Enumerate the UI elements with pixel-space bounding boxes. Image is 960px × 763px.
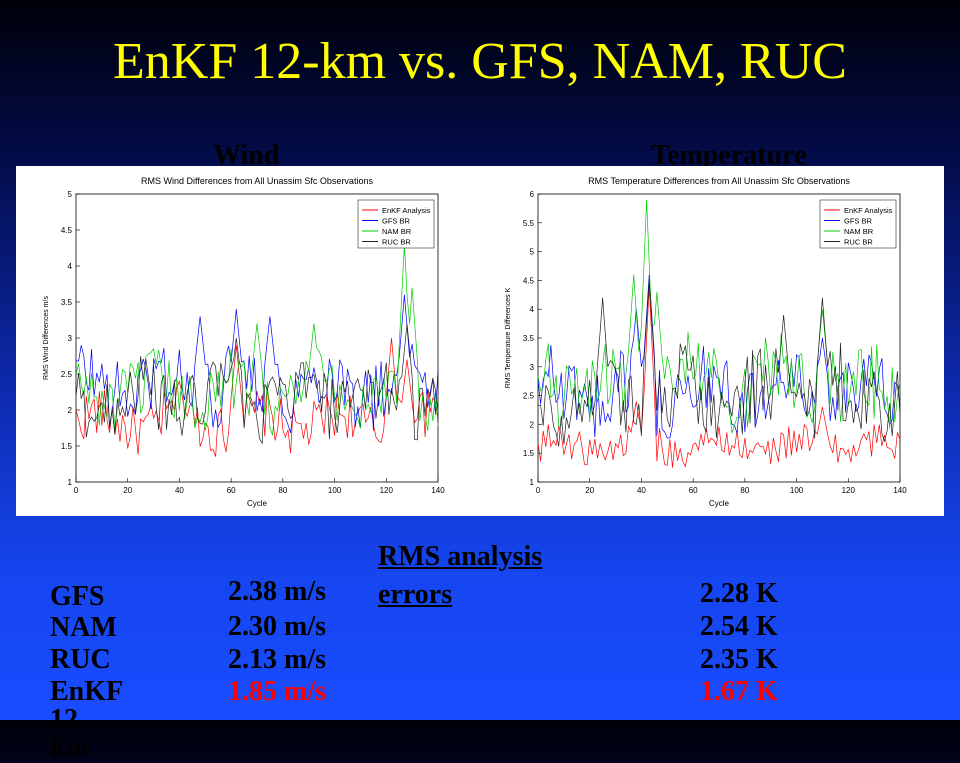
wind-ytick-label: 1.5 (61, 442, 73, 451)
temp-legend-label: GFS BR (844, 217, 873, 226)
temp-xtick-label: 40 (637, 486, 646, 495)
temp-series-enkf-analysis (537, 286, 901, 468)
wind-xtick-label: 40 (175, 486, 184, 495)
row-temp-ruc: 2.35 K (700, 644, 778, 675)
wind-ytick-label: 4.5 (61, 226, 73, 235)
temp-series-ruc-br (537, 280, 901, 447)
temp-xtick-label: 60 (689, 486, 698, 495)
wind-legend-label: RUC BR (382, 238, 411, 247)
temp-ytick-label: 4 (530, 305, 535, 314)
temp-ytick-label: 2 (530, 420, 535, 429)
temp-ytick-label: 2.5 (523, 392, 535, 401)
wind-ytick-label: 2 (68, 406, 73, 415)
row-model-enkf: EnKF 12-km (50, 676, 123, 763)
temp-ytick-label: 3.5 (523, 334, 535, 343)
temp-xtick-label: 140 (893, 486, 907, 495)
temp-legend-label: NAM BR (844, 227, 874, 236)
temp-ytick-label: 5 (530, 248, 535, 257)
wind-series-ruc-br (75, 323, 439, 445)
wind-panel-label: Wind (213, 140, 280, 171)
row-wind-ruc: 2.13 m/s (228, 644, 326, 675)
row-model-nam: NAM (50, 612, 117, 643)
temp-xtick-label: 120 (842, 486, 856, 495)
temp-series-nam-br (537, 199, 901, 434)
temp-legend-label: RUC BR (844, 238, 873, 247)
wind-ytick-label: 4 (68, 262, 73, 271)
wind-ytick-label: 3 (68, 334, 73, 343)
temp-xtick-label: 20 (585, 486, 594, 495)
wind-legend-box (357, 199, 435, 249)
rms-heading: RMS analysis errors (378, 541, 543, 610)
temp-ylabel: RMS Temperature Differences K (505, 287, 512, 388)
wind-legend-label: GFS BR (382, 217, 411, 226)
row-temp-gfs: 2.28 K (700, 578, 778, 609)
plot-area: 0 20 40 60 80 100 120 140 1 1.5 2 2.5 3 3.5 4 4.5 5 RMS W… (16, 166, 944, 516)
wind-xtick-label: 0 (74, 486, 79, 495)
wind-legend-label: EnKF Analysis (382, 206, 431, 215)
temp-chart-title: RMS Temperature Differences from All Una… (588, 176, 850, 186)
wind-ytick-label: 1 (68, 478, 73, 487)
temp-xlabel: Cycle (709, 499, 730, 508)
wind-series-enkf-analysis (75, 337, 439, 457)
temp-ytick-label: 4.5 (523, 276, 535, 285)
row-temp-enkf: 1.67 K (700, 676, 778, 707)
wind-series-gfs-br (75, 294, 439, 434)
wind-ytick-label: 3.5 (61, 298, 73, 307)
wind-ytick-label: 2.5 (61, 370, 73, 379)
wind-xtick-label: 20 (123, 486, 132, 495)
row-wind-nam: 2.30 m/s (228, 611, 326, 642)
row-wind-enkf: 1.85 m/s (228, 676, 326, 707)
wind-series-nam-br (75, 244, 439, 436)
row-model-ruc: RUC (50, 644, 111, 675)
wind-chart-title: RMS Wind Differences from All Unassim Sf… (141, 176, 373, 186)
temp-ytick-label: 5.5 (523, 219, 535, 228)
wind-xtick-label: 80 (278, 486, 287, 495)
slide-title: EnKF 12-km vs. GFS, NAM, RUC (113, 33, 847, 90)
temp-series-gfs-br (537, 274, 901, 439)
temperature-panel-label: Temperature (651, 140, 807, 171)
temp-legend-label: EnKF Analysis (844, 206, 893, 215)
row-wind-gfs: 2.38 m/s (228, 576, 326, 607)
wind-xtick-label: 60 (227, 486, 236, 495)
row-temp-nam: 2.54 K (700, 611, 778, 642)
wind-xlabel: Cycle (247, 499, 268, 508)
temp-ytick-label: 1 (530, 478, 535, 487)
temp-xtick-label: 100 (790, 486, 804, 495)
wind-ytick-label: 5 (68, 190, 73, 199)
wind-xtick-label: 140 (431, 486, 445, 495)
temp-ytick-label: 6 (530, 190, 535, 199)
wind-xtick-label: 120 (380, 486, 394, 495)
temp-ytick-label: 1.5 (523, 449, 535, 458)
temp-xtick-label: 80 (740, 486, 749, 495)
temp-xtick-label: 0 (536, 486, 541, 495)
temp-legend-box (819, 199, 897, 249)
temp-ytick-label: 3 (530, 363, 535, 372)
wind-legend-label: NAM BR (382, 227, 412, 236)
wind-xtick-label: 100 (328, 486, 342, 495)
row-model-gfs: GFS (50, 581, 105, 612)
wind-ylabel: RMS Wind Differences m/s (43, 296, 50, 380)
